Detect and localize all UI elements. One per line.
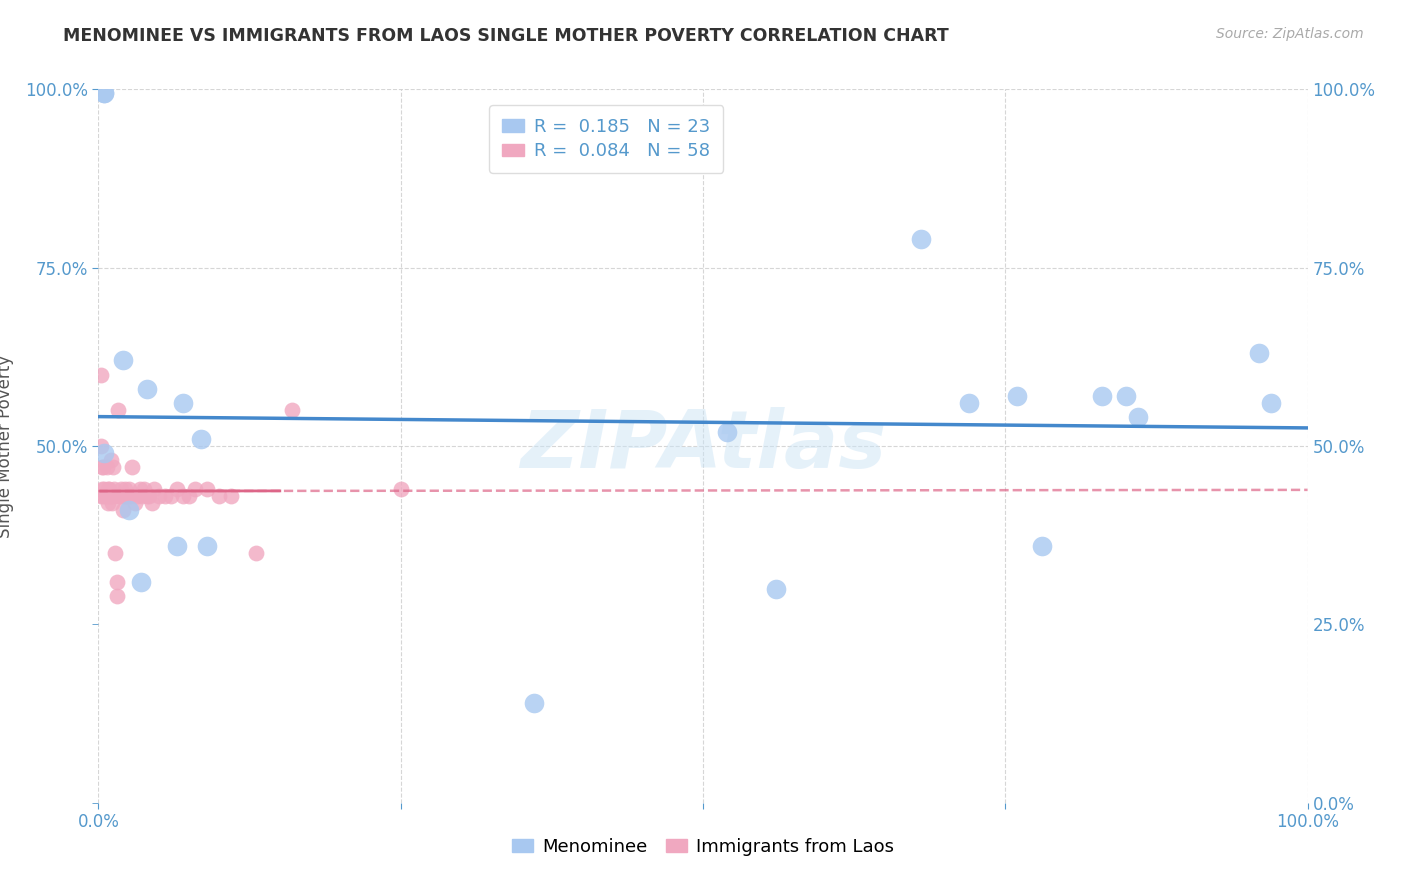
Point [179, 489, 201, 503]
Point [128, 482, 150, 496]
Point [143, 482, 166, 496]
Point [957, 396, 980, 410]
Point [1007, 389, 1029, 403]
Point [117, 489, 139, 503]
Point [221, 489, 243, 503]
Point [129, 574, 152, 589]
Point [160, 489, 183, 503]
Text: Source: ZipAtlas.com: Source: ZipAtlas.com [1216, 27, 1364, 41]
Point [100, 453, 122, 467]
Point [124, 496, 146, 510]
Point [115, 489, 138, 503]
Point [1091, 389, 1114, 403]
Point [107, 403, 129, 417]
Point [138, 489, 160, 503]
Point [93, 86, 115, 100]
Point [103, 482, 125, 496]
Point [1031, 539, 1053, 553]
Point [91, 482, 114, 496]
Point [131, 489, 153, 503]
Point [97, 482, 120, 496]
Point [96, 489, 118, 503]
Point [105, 574, 128, 589]
Point [114, 482, 136, 496]
Point [523, 696, 546, 710]
Point [101, 489, 124, 503]
Point [97, 496, 120, 510]
Y-axis label: Single Mother Poverty: Single Mother Poverty [0, 354, 14, 538]
Point [98, 489, 121, 503]
Point [195, 539, 218, 553]
Point [184, 482, 207, 496]
Text: ZIPAtlas: ZIPAtlas [520, 407, 886, 485]
Point [91, 460, 114, 475]
Point [90, 368, 112, 382]
Text: MENOMINEE VS IMMIGRANTS FROM LAOS SINGLE MOTHER POVERTY CORRELATION CHART: MENOMINEE VS IMMIGRANTS FROM LAOS SINGLE… [63, 27, 949, 45]
Point [208, 489, 231, 503]
Point [153, 489, 176, 503]
Point [389, 482, 412, 496]
Point [190, 432, 212, 446]
Point [166, 539, 188, 553]
Point [134, 482, 156, 496]
Point [141, 496, 163, 510]
Point [121, 460, 143, 475]
Point [90, 489, 112, 503]
Point [96, 460, 118, 475]
Point [716, 425, 738, 439]
Point [111, 353, 134, 368]
Point [93, 482, 115, 496]
Point [105, 589, 128, 603]
Point [195, 482, 218, 496]
Point [91, 489, 114, 503]
Point [118, 482, 141, 496]
Point [910, 232, 932, 246]
Point [1249, 346, 1271, 360]
Point [281, 403, 304, 417]
Point [118, 489, 141, 503]
Point [100, 496, 122, 510]
Point [110, 482, 132, 496]
Point [93, 446, 115, 460]
Point [108, 489, 131, 503]
Legend: Menominee, Immigrants from Laos: Menominee, Immigrants from Laos [502, 829, 904, 865]
Point [104, 546, 127, 560]
Point [765, 582, 787, 596]
Point [127, 489, 149, 503]
Point [1128, 410, 1150, 425]
Point [245, 546, 267, 560]
Point [166, 482, 188, 496]
Point [1260, 396, 1282, 410]
Point [101, 460, 124, 475]
Point [100, 489, 122, 503]
Point [118, 503, 141, 517]
Point [1115, 389, 1137, 403]
Point [148, 489, 170, 503]
Point [112, 489, 135, 503]
Point [135, 382, 157, 396]
Point [172, 396, 194, 410]
Point [90, 439, 112, 453]
Point [108, 489, 131, 503]
Point [98, 482, 121, 496]
Point [111, 503, 134, 517]
Point [93, 86, 115, 100]
Point [91, 460, 114, 475]
Point [172, 489, 194, 503]
Point [94, 489, 117, 503]
Point [135, 489, 157, 503]
